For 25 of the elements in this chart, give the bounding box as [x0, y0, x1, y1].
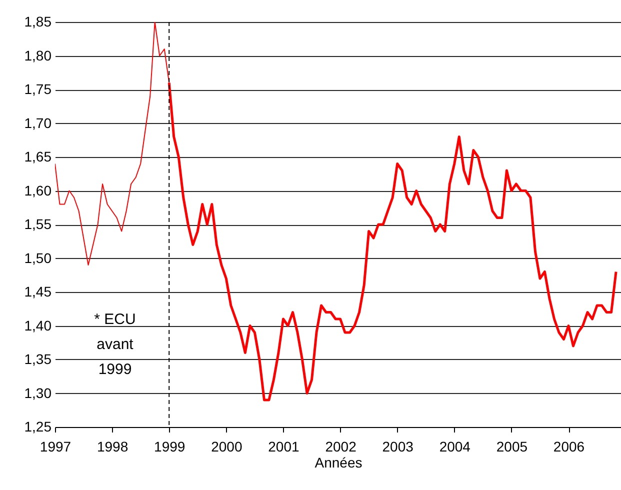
- y-tick-label: 1,75: [24, 81, 52, 97]
- x-tick-label: 2000: [211, 438, 242, 454]
- x-tick-label: 1998: [96, 438, 128, 454]
- y-tick-label: 1,40: [24, 317, 52, 334]
- x-tick-label: 2004: [439, 438, 471, 454]
- x-tick-label: 2005: [496, 438, 528, 454]
- x-tick-label: 2002: [325, 438, 357, 454]
- y-tick-label: 1,50: [24, 250, 52, 266]
- y-tick-label: 1,45: [24, 284, 52, 300]
- y-tick-label: 1,55: [24, 216, 52, 232]
- y-tick-label: 1,35: [24, 351, 52, 367]
- x-tick-label: 1999: [154, 438, 186, 454]
- x-tick-label: 2001: [268, 438, 300, 454]
- y-tick-label: 1,70: [24, 114, 52, 131]
- y-tick-label: 1,65: [24, 148, 52, 164]
- y-tick-label: 1,80: [24, 47, 52, 64]
- y-tick-label: 1,30: [24, 384, 52, 401]
- y-tick-label: 1,25: [24, 418, 52, 434]
- x-axis-title: Années: [314, 454, 362, 470]
- annotation: * ECU avant 1999: [94, 311, 136, 378]
- x-tick-label: 2003: [382, 438, 414, 454]
- x-tick-label: 2006: [553, 438, 585, 454]
- y-tick-label: 1,85: [24, 14, 52, 30]
- y-tick-label: 1,60: [24, 182, 52, 198]
- x-tick-label: 1997: [40, 438, 72, 454]
